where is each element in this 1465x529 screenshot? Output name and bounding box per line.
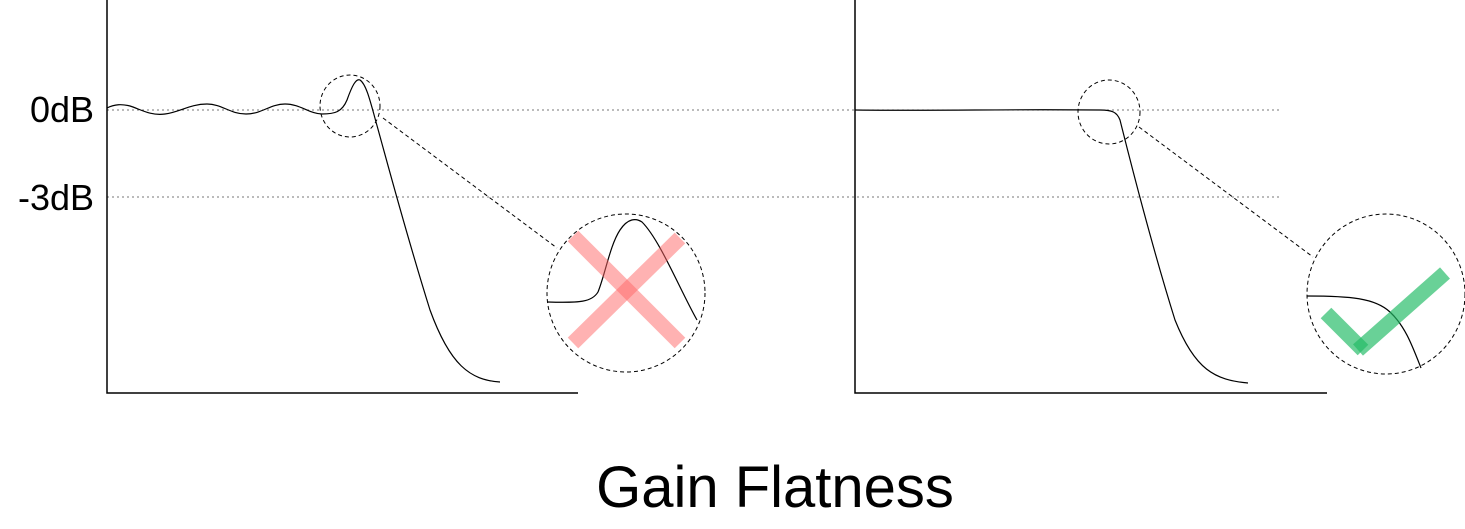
cross-icon <box>567 230 686 349</box>
magnified-circle <box>546 213 706 373</box>
minus3-db-label: -3dB <box>18 177 94 218</box>
zoom-leader-line <box>382 117 558 249</box>
left-axes <box>106 0 578 394</box>
zero-db-label: 0dB <box>30 89 94 130</box>
flat-response-curve <box>854 109 1249 384</box>
zoom-region-circle <box>1077 79 1141 145</box>
magnified-circle <box>1306 213 1465 375</box>
panel-flat <box>854 0 1465 394</box>
panel-ripple <box>106 0 706 394</box>
check-icon <box>1320 267 1450 356</box>
zoom-leader-line <box>1138 126 1314 258</box>
zoom-region-circle <box>319 74 381 138</box>
right-axes <box>854 0 1327 394</box>
diagram-title: Gain Flatness <box>596 455 954 520</box>
ripple-response-curve <box>106 79 501 383</box>
